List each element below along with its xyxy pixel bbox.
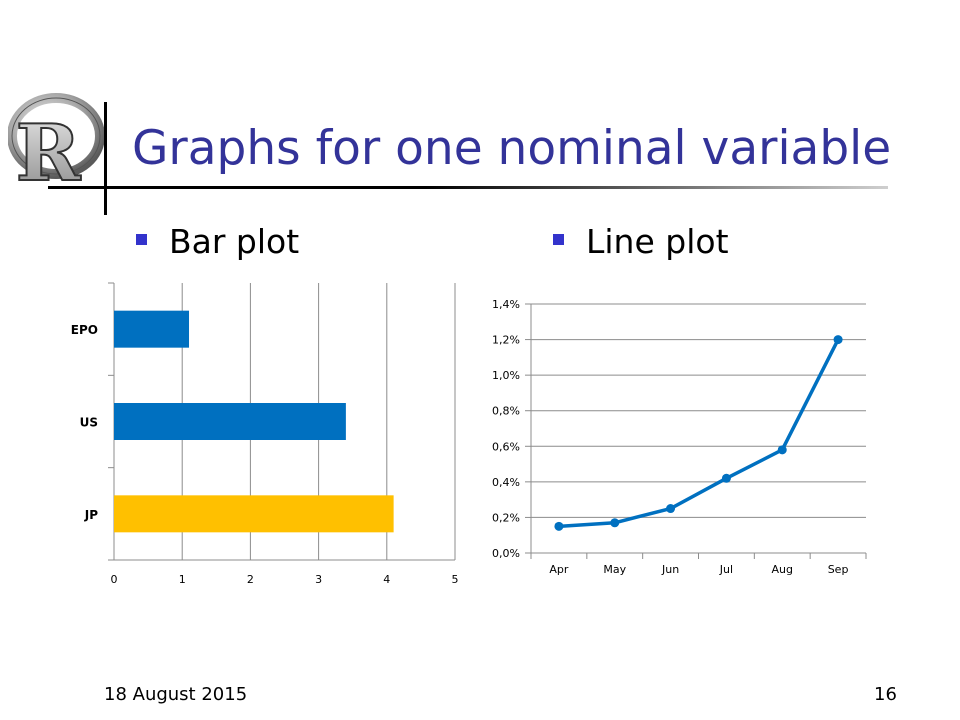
bullet-line-plot: Line plot bbox=[553, 222, 729, 262]
bar-us bbox=[114, 403, 346, 440]
line-x-tick-label: Jun bbox=[661, 563, 679, 576]
bullet-square-icon bbox=[136, 234, 147, 245]
line-point-jul bbox=[721, 473, 731, 483]
line-point-aug bbox=[777, 445, 787, 455]
slide-title: Graphs for one nominal variable bbox=[132, 121, 892, 176]
bar-category-label: EPO bbox=[71, 323, 98, 337]
bar-x-tick-label: 2 bbox=[247, 573, 254, 586]
svg-text:R: R bbox=[16, 108, 82, 192]
bullet-label: Line plot bbox=[586, 222, 729, 261]
title-horizontal-rule bbox=[48, 186, 888, 189]
line-y-tick-label: 1,0% bbox=[492, 369, 520, 382]
line-y-tick-label: 0,6% bbox=[492, 440, 520, 453]
line-point-may bbox=[610, 518, 620, 528]
bar-jp bbox=[114, 495, 394, 533]
line-y-tick-label: 0,2% bbox=[492, 511, 520, 524]
line-point-apr bbox=[554, 521, 564, 531]
line-x-tick-label: Sep bbox=[828, 563, 849, 576]
bullet-square-icon bbox=[553, 234, 564, 245]
r-logo: R bbox=[8, 93, 105, 192]
line-y-tick-label: 1,2% bbox=[492, 334, 520, 347]
line-series bbox=[558, 338, 840, 529]
line-x-tick-label: Jul bbox=[719, 563, 733, 576]
line-point-sep bbox=[833, 335, 843, 345]
line-x-tick-label: Aug bbox=[772, 563, 793, 576]
line-y-tick-label: 0,0% bbox=[492, 547, 520, 560]
bar-x-tick-label: 5 bbox=[452, 573, 459, 586]
line-point-jun bbox=[666, 504, 676, 514]
bar-category-label: US bbox=[80, 416, 98, 430]
bar-x-tick-label: 4 bbox=[383, 573, 390, 586]
line-y-tick-label: 0,8% bbox=[492, 405, 520, 418]
line-y-tick-label: 0,4% bbox=[492, 476, 520, 489]
bullet-label: Bar plot bbox=[169, 222, 300, 261]
bullet-bar-plot: Bar plot bbox=[136, 222, 299, 262]
bar-x-tick-label: 1 bbox=[179, 573, 186, 586]
footer-date: 18 August 2015 bbox=[104, 684, 248, 705]
bar-category-label: JP bbox=[84, 508, 98, 522]
bar-x-tick-label: 3 bbox=[315, 573, 322, 586]
bar-epo bbox=[114, 310, 190, 348]
title-vertical-rule bbox=[104, 102, 107, 215]
line-x-tick-label: Apr bbox=[549, 563, 569, 576]
line-y-tick-label: 1,4% bbox=[492, 298, 520, 311]
bar-x-tick-label: 0 bbox=[111, 573, 118, 586]
line-x-tick-label: May bbox=[603, 563, 626, 576]
page-number: 16 bbox=[874, 684, 897, 705]
